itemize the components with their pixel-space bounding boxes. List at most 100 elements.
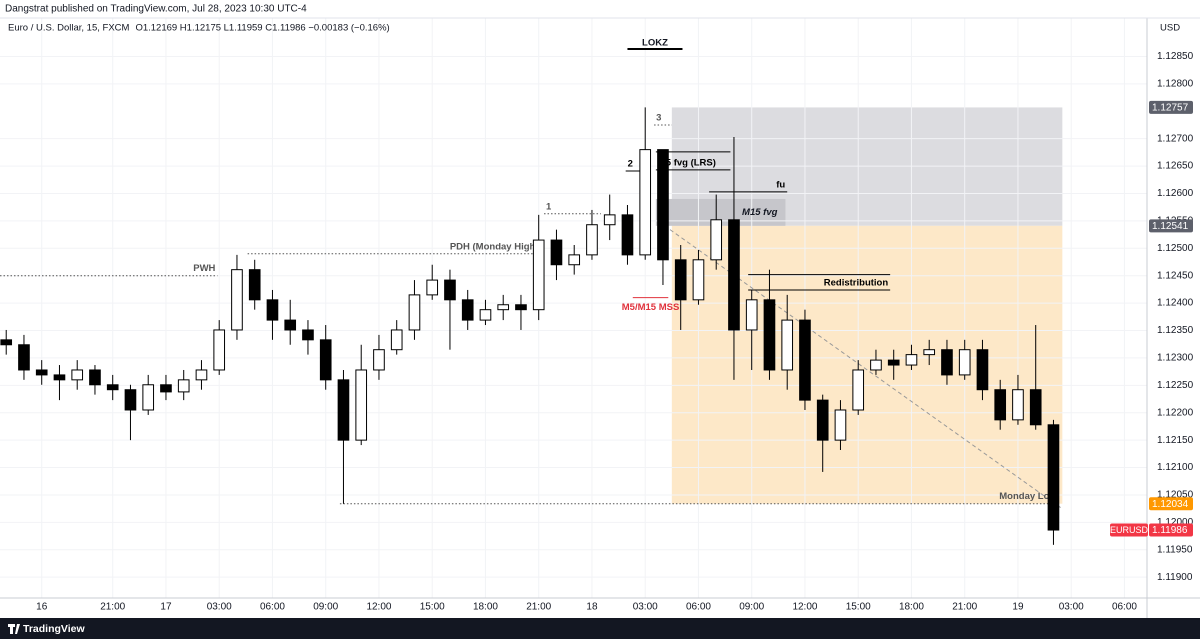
level-label: fu xyxy=(776,179,785,190)
chart-title: Euro / U.S. Dollar, 15, FXCM xyxy=(8,23,130,34)
candle-body xyxy=(479,309,492,321)
price-axis-bg xyxy=(1147,18,1200,618)
byline: Dangstrat published on TradingView.com, … xyxy=(5,4,307,15)
candle-body xyxy=(177,379,190,393)
y-tick-label: 1.11900 xyxy=(1157,572,1193,583)
x-tick-label: 03:00 xyxy=(1059,602,1084,613)
price-badge-label: 1.12034 xyxy=(1152,499,1189,510)
x-tick-label: 09:00 xyxy=(313,602,338,613)
x-tick-label: 15:00 xyxy=(420,602,445,613)
price-badge-label: 1.12541 xyxy=(1152,221,1189,232)
candle-body xyxy=(284,319,297,331)
candle-body xyxy=(266,299,279,321)
level-label: PWH xyxy=(193,263,215,274)
candle-body xyxy=(1047,424,1060,531)
candle-body xyxy=(710,219,723,261)
x-tick-label: 16 xyxy=(36,602,48,613)
candle-body xyxy=(0,339,13,346)
candle-body xyxy=(124,389,137,411)
brand-logo xyxy=(8,624,20,634)
y-tick-label: 1.12150 xyxy=(1157,435,1194,446)
candle-body xyxy=(444,279,456,301)
candle-body xyxy=(976,349,989,391)
price-badge xyxy=(1149,497,1193,511)
symbol-label: EURUSD xyxy=(1110,525,1149,535)
symbol-badge xyxy=(1110,523,1148,537)
x-tick-label: 12:00 xyxy=(792,602,817,613)
x-tick-label: 06:00 xyxy=(686,602,711,613)
price-badge xyxy=(1149,100,1193,114)
candle-body xyxy=(248,269,261,301)
candle-body xyxy=(1029,389,1042,426)
candle-body xyxy=(834,409,847,441)
session-label: LOKZ xyxy=(642,38,668,49)
price-badge-label: 1.11986 xyxy=(1152,525,1188,536)
candle-body xyxy=(302,329,314,341)
x-tick-label: 09:00 xyxy=(739,602,764,613)
level-label: Redistribution xyxy=(824,277,889,288)
candle-body xyxy=(390,329,403,351)
candle-body xyxy=(958,349,971,376)
candle-body xyxy=(728,219,740,331)
y-tick-label: 1.12200 xyxy=(1157,407,1194,418)
candle-body xyxy=(18,344,30,371)
candle-body xyxy=(923,349,936,356)
candle-body xyxy=(1012,389,1024,421)
level-label: PDH (Monday High) xyxy=(450,241,539,252)
candle-body xyxy=(213,329,226,371)
y-tick-label: 1.12000 xyxy=(1157,517,1194,528)
candle-body xyxy=(887,359,900,366)
y-tick-label: 1.12300 xyxy=(1157,353,1194,364)
candle-body xyxy=(674,259,687,301)
candle-body xyxy=(781,319,794,371)
candle-body xyxy=(53,374,66,381)
x-tick-label: 18:00 xyxy=(473,602,498,613)
y-tick-label: 1.12700 xyxy=(1157,133,1194,144)
candle-body xyxy=(355,369,368,441)
candle-body xyxy=(941,349,953,376)
y-tick-label: 1.12250 xyxy=(1157,380,1194,391)
x-tick-label: 06:00 xyxy=(1112,602,1137,613)
y-tick-label: 1.12500 xyxy=(1157,243,1194,254)
x-tick-label: 06:00 xyxy=(260,602,285,613)
candle-body xyxy=(586,224,598,256)
candle-body xyxy=(89,369,101,386)
candle-body xyxy=(408,294,421,331)
x-tick-label: 21:00 xyxy=(526,602,551,613)
candle-body xyxy=(515,304,527,311)
header-bar xyxy=(0,0,1200,18)
candles-layer xyxy=(0,107,1060,545)
candle-body xyxy=(870,359,882,371)
candle-body xyxy=(426,279,439,296)
y-tick-label: 1.12650 xyxy=(1157,161,1194,172)
y-tick-label: 1.12050 xyxy=(1157,490,1194,501)
ohlc-legend: O1.12169 H1.12175 L1.11959 C1.11986 −0.0… xyxy=(135,23,389,34)
y-tick-label: 1.12800 xyxy=(1157,78,1194,89)
candle-body xyxy=(568,254,581,266)
y-tick-label: 1.12400 xyxy=(1157,298,1194,309)
candle-body xyxy=(497,304,510,311)
level-label: 3 xyxy=(656,112,661,123)
y-tick-label: 1.12350 xyxy=(1157,325,1194,336)
candle-body xyxy=(337,379,350,441)
candle-body xyxy=(657,149,669,261)
candle-body xyxy=(142,384,155,411)
candle-body xyxy=(745,299,758,331)
candle-body xyxy=(106,384,119,391)
candle-body xyxy=(373,349,385,371)
level-label: M5/M15 MSS xyxy=(622,302,680,313)
currency: USD xyxy=(1160,23,1180,34)
x-tick-label: 03:00 xyxy=(633,602,658,613)
level-label: Monday Low xyxy=(999,491,1057,502)
grid-layer xyxy=(0,18,1147,598)
candle-body xyxy=(639,149,652,256)
price-badge xyxy=(1149,523,1193,537)
candle-body xyxy=(816,399,829,441)
candle-body xyxy=(621,214,634,256)
x-tick-label: 12:00 xyxy=(366,602,391,613)
candle-body xyxy=(160,384,172,393)
x-tick-label: 18:00 xyxy=(899,602,924,613)
x-tick-label: 15:00 xyxy=(846,602,871,613)
y-tick-label: 1.12850 xyxy=(1157,51,1194,62)
